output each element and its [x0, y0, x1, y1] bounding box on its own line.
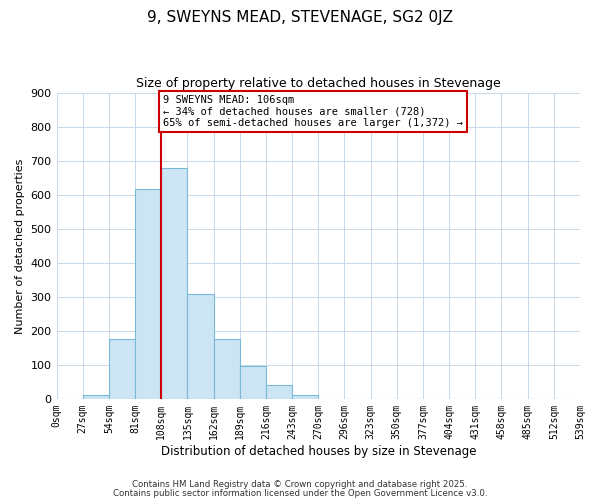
Bar	[135, 189, 161, 399]
Bar	[266, 385, 292, 399]
Bar	[83, 395, 109, 399]
Text: Contains HM Land Registry data © Crown copyright and database right 2025.: Contains HM Land Registry data © Crown c…	[132, 480, 468, 489]
Bar	[187, 294, 214, 399]
Bar	[109, 340, 135, 399]
Text: Contains public sector information licensed under the Open Government Licence v3: Contains public sector information licen…	[113, 488, 487, 498]
X-axis label: Distribution of detached houses by size in Stevenage: Distribution of detached houses by size …	[161, 444, 476, 458]
Bar	[161, 168, 187, 399]
Bar	[240, 366, 266, 399]
Text: 9, SWEYNS MEAD, STEVENAGE, SG2 0JZ: 9, SWEYNS MEAD, STEVENAGE, SG2 0JZ	[147, 10, 453, 25]
Bar	[292, 395, 318, 399]
Bar	[214, 340, 240, 399]
Y-axis label: Number of detached properties: Number of detached properties	[15, 158, 25, 334]
Title: Size of property relative to detached houses in Stevenage: Size of property relative to detached ho…	[136, 78, 500, 90]
Text: 9 SWEYNS MEAD: 106sqm
← 34% of detached houses are smaller (728)
65% of semi-det: 9 SWEYNS MEAD: 106sqm ← 34% of detached …	[163, 95, 463, 128]
